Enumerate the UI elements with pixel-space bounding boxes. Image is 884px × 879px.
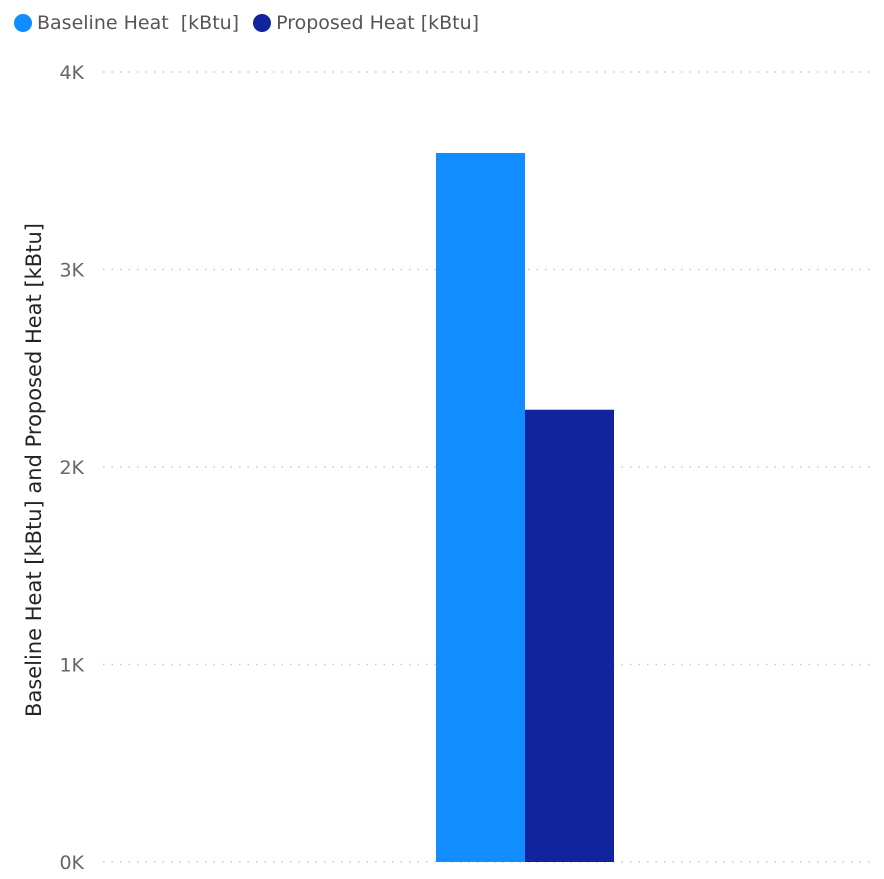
legend-dot-proposed [253, 14, 272, 32]
legend-label-baseline: Baseline Heat [kBtu] [37, 12, 240, 34]
legend-dot-baseline [14, 14, 32, 32]
legend: Baseline Heat [kBtu] Proposed Heat [kBtu… [14, 12, 493, 34]
legend-label-proposed: Proposed Heat [kBtu] [276, 12, 480, 34]
y-tick-label-4: 4K [59, 62, 84, 84]
bar-proposed[interactable] [525, 409, 614, 862]
legend-item-baseline[interactable]: Baseline Heat [kBtu] [14, 12, 239, 34]
y-tick-label-3: 3K [59, 260, 84, 282]
legend-item-proposed[interactable]: Proposed Heat [kBtu] [253, 12, 479, 34]
y-tick-label-2: 2K [59, 457, 84, 479]
bar-baseline[interactable] [436, 152, 525, 863]
y-tick-label-1: 1K [59, 655, 84, 677]
y-tick-label-0: 0K [59, 852, 84, 874]
